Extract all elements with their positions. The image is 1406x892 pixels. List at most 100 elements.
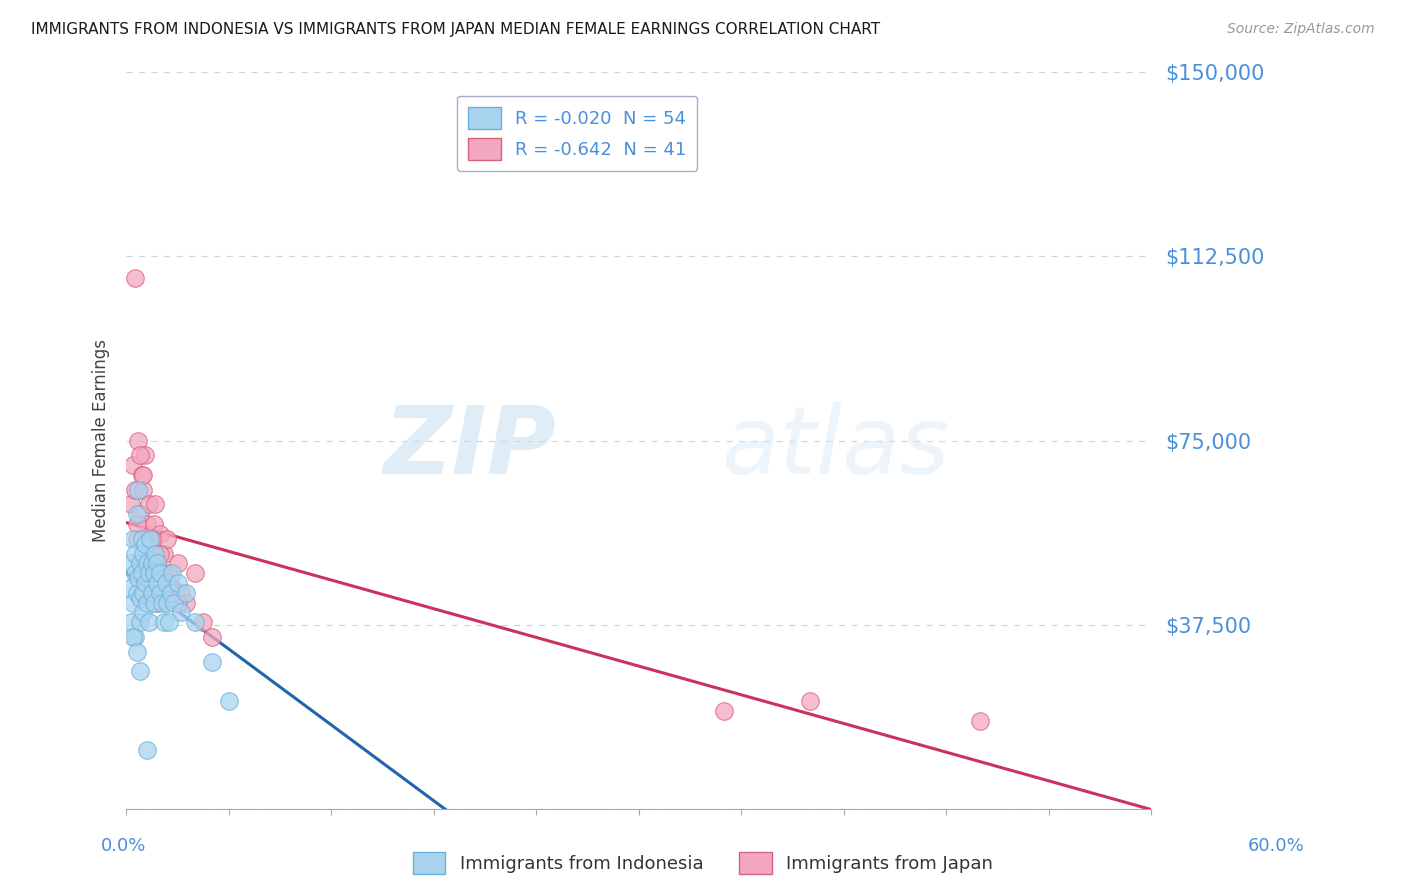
Point <box>218 694 240 708</box>
Point <box>142 596 165 610</box>
Point <box>146 596 169 610</box>
Point <box>146 576 169 591</box>
Point <box>134 448 156 462</box>
Point <box>124 271 146 285</box>
Text: IMMIGRANTS FROM INDONESIA VS IMMIGRANTS FROM JAPAN MEDIAN FEMALE EARNINGS CORREL: IMMIGRANTS FROM INDONESIA VS IMMIGRANTS … <box>31 22 880 37</box>
Point <box>170 606 193 620</box>
Point <box>120 557 142 571</box>
Point <box>149 566 172 581</box>
Point <box>127 571 149 585</box>
Point <box>139 532 162 546</box>
Point <box>129 557 152 571</box>
Point <box>125 517 148 532</box>
Point <box>131 532 153 546</box>
Point <box>166 576 188 591</box>
Legend: Immigrants from Indonesia, Immigrants from Japan: Immigrants from Indonesia, Immigrants fr… <box>405 845 1001 881</box>
Point <box>153 547 176 561</box>
Point <box>132 483 155 497</box>
Point <box>149 527 172 541</box>
Point <box>143 497 166 511</box>
Point <box>124 483 146 497</box>
Point <box>131 467 153 482</box>
Point <box>799 694 821 708</box>
Point <box>162 581 184 595</box>
Point <box>125 532 148 546</box>
Point <box>124 547 146 561</box>
Point <box>125 507 148 521</box>
Point <box>135 517 157 532</box>
Text: 60.0%: 60.0% <box>1249 837 1305 855</box>
Text: Source: ZipAtlas.com: Source: ZipAtlas.com <box>1227 22 1375 37</box>
Point <box>132 467 155 482</box>
Point <box>120 615 142 630</box>
Point <box>134 537 156 551</box>
Point <box>183 615 205 630</box>
Point <box>141 586 163 600</box>
Point <box>159 586 181 600</box>
Point <box>149 547 172 561</box>
Point <box>174 586 197 600</box>
Point <box>174 596 197 610</box>
Point <box>157 615 180 630</box>
Point <box>142 566 165 581</box>
Y-axis label: Median Female Earnings: Median Female Earnings <box>93 339 110 542</box>
Point <box>149 586 172 600</box>
Point <box>166 557 188 571</box>
Point <box>155 576 177 591</box>
Point <box>142 517 165 532</box>
Point <box>162 566 184 581</box>
Point <box>134 576 156 591</box>
Point <box>713 704 735 718</box>
Point <box>201 655 224 669</box>
Point <box>124 566 146 581</box>
Point <box>135 566 157 581</box>
Point <box>122 532 145 546</box>
Point <box>129 591 152 605</box>
Text: 0.0%: 0.0% <box>101 837 146 855</box>
Point <box>150 566 173 581</box>
Point <box>122 630 145 644</box>
Point <box>201 630 224 644</box>
Point <box>129 665 152 679</box>
Point <box>156 532 179 546</box>
Point <box>132 586 155 600</box>
Point <box>166 596 188 610</box>
Point <box>118 581 141 595</box>
Point <box>139 532 162 546</box>
Point <box>193 615 215 630</box>
Point <box>129 615 152 630</box>
Point <box>124 630 146 644</box>
Point <box>153 615 176 630</box>
Point <box>132 606 155 620</box>
Point <box>127 483 149 497</box>
Text: ZIP: ZIP <box>384 402 557 494</box>
Point <box>156 596 179 610</box>
Point <box>135 596 157 610</box>
Point <box>125 645 148 659</box>
Point <box>146 557 169 571</box>
Point <box>138 497 160 511</box>
Point <box>138 615 160 630</box>
Legend: R = -0.020  N = 54, R = -0.642  N = 41: R = -0.020 N = 54, R = -0.642 N = 41 <box>457 95 697 170</box>
Point <box>141 557 163 571</box>
Text: atlas: atlas <box>721 402 949 493</box>
Point <box>135 743 157 757</box>
Point <box>141 547 163 561</box>
Point <box>143 547 166 561</box>
Point <box>120 497 142 511</box>
Point <box>135 557 157 571</box>
Point <box>150 596 173 610</box>
Point <box>163 596 186 610</box>
Point <box>141 532 163 546</box>
Point <box>122 458 145 472</box>
Point <box>127 434 149 448</box>
Point <box>969 714 991 728</box>
Point <box>125 586 148 600</box>
Point <box>132 547 155 561</box>
Point <box>183 566 205 581</box>
Point <box>131 566 153 581</box>
Point <box>157 566 180 581</box>
Point <box>129 448 152 462</box>
Point <box>138 566 160 581</box>
Point <box>170 586 193 600</box>
